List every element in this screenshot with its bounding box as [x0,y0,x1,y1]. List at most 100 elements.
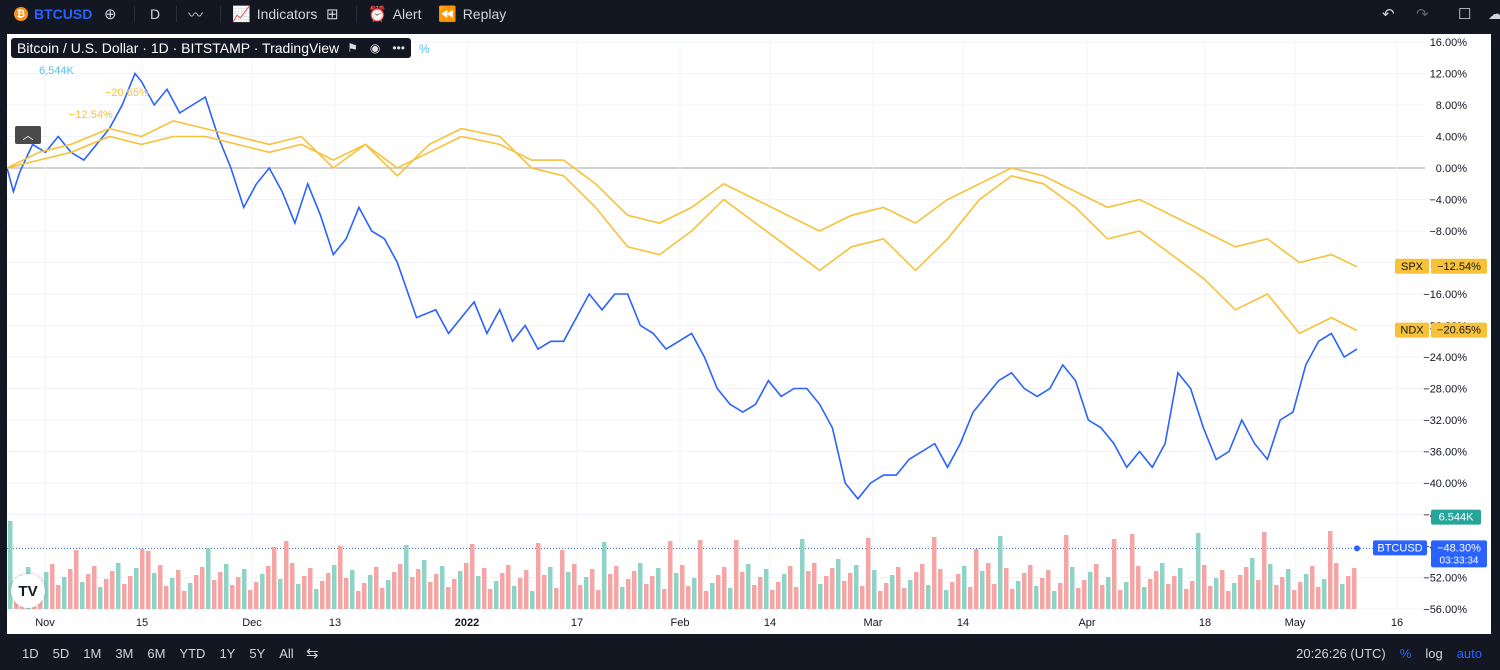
volume-bar [344,578,349,609]
templates-button[interactable]: ⊞ [326,0,339,28]
ndx-name-tag: NDX [1400,325,1424,337]
chart-legend[interactable]: Bitcoin / U.S. Dollar · 1D · BITSTAMP · … [11,38,411,58]
volume-bar [758,577,763,609]
volume-bar [674,573,679,609]
volume-bar [1130,534,1135,609]
chart-svg[interactable]: 6,544K −20.65% −12.54% 16.00% 12.00% 8.00% 4.… [7,34,1491,634]
volume-bar [698,540,703,609]
volume-bar [170,578,175,609]
cloud-button[interactable]: ☁ [1488,0,1500,28]
volume-bar [1226,591,1231,609]
volume-bar [926,585,931,609]
grid-icon: ⊞ [326,6,339,23]
interval-button[interactable]: D [150,0,160,28]
goto-date-button[interactable]: ⇆ [306,636,319,670]
volume-bar [386,580,391,609]
flag-icon[interactable]: ⚑ [347,41,358,55]
volume-bar [752,585,757,609]
y-tick-label: −32.00% [1423,415,1467,427]
eye-icon[interactable]: ◉ [369,41,381,55]
series-line-btcusd [7,71,1358,501]
volume-bar [1028,565,1033,609]
ndx-value-tag-bg [1431,322,1487,338]
volume-bar [596,590,601,609]
range-6m[interactable]: 6M [147,645,166,661]
volume-bar [1118,590,1123,609]
volume-bar [488,589,493,609]
tradingview-logo[interactable]: TV [11,574,45,608]
volume-bar [1124,582,1129,609]
symbol-search[interactable]: ₿ BTCUSD [14,0,92,28]
volume-bar [734,540,739,609]
volume-bar [1046,570,1051,609]
range-1y[interactable]: 1Y [219,645,236,661]
volume-bar [188,583,193,609]
volume-bar [590,569,595,609]
volume-bar [68,569,73,609]
volume-bar [1004,568,1009,609]
volume-bar [1154,571,1159,609]
calendar-goto-icon: ⇆ [306,645,319,662]
volume-bar [722,567,727,609]
range-1m[interactable]: 1M [83,645,102,661]
volume-tag-bg [1431,509,1481,525]
volume-bar [164,586,169,609]
indicators-button[interactable]: 📈 Indicators [232,0,317,28]
volume-bar [848,573,853,609]
range-5y[interactable]: 5Y [249,645,266,661]
alert-button[interactable]: ⏰ Alert [368,0,421,28]
volume-bar [716,575,721,609]
range-1d[interactable]: 1D [22,645,39,661]
volume-bar [614,566,619,609]
log-toggle[interactable]: log [1425,645,1443,661]
more-icon[interactable]: ••• [392,41,405,55]
bottom-right: 20:26:26 (UTC) % log auto [1296,636,1482,670]
volume-bar [1340,584,1345,609]
symbol-label[interactable]: BTCUSD [34,6,93,22]
compare-button[interactable]: ⊕ [104,0,117,28]
chart-type-button[interactable]: 〰 [188,0,203,28]
replay-button[interactable]: ⏪ Replay [438,0,506,28]
volume-bar [422,560,427,609]
collapse-legend-button[interactable]: ︿ [15,126,41,144]
volume-bar [692,578,697,609]
spx-value-tag: −12.54% [1437,261,1481,273]
undo-button[interactable]: ↶ [1382,0,1395,28]
volume-bar [398,564,403,609]
volume-bar [320,581,325,609]
volume-bar [74,550,79,609]
volume-bar [1136,566,1141,609]
volume-bar [1274,585,1279,609]
chart-area[interactable]: 6,544K −20.65% −12.54% 16.00% 12.00% 8.00% 4.… [7,34,1491,634]
range-5d[interactable]: 5D [52,645,70,661]
volume-bar [914,572,919,609]
volume-bar [1256,580,1261,609]
range-ytd[interactable]: YTD [179,645,206,661]
y-tick-label: −16.00% [1423,289,1467,301]
range-3m[interactable]: 3M [115,645,134,661]
fullscreen-button[interactable]: ☐ [1458,0,1471,28]
volume-bar [8,521,13,609]
x-tick-label: 16 [1391,617,1403,629]
bitcoin-icon: ₿ [14,7,28,21]
volume-bar [992,584,997,609]
volume-bar [1142,587,1147,609]
volume-bar [254,582,259,609]
range-all[interactable]: All [279,645,294,661]
auto-toggle[interactable]: auto [1456,645,1482,661]
y-tick-label: −40.00% [1423,478,1467,490]
volume-bar [626,579,631,609]
volume-bar [656,568,661,609]
x-tick-label: 14 [764,617,776,629]
redo-button[interactable]: ↷ [1416,0,1429,28]
volume-bar [1196,533,1201,609]
spx-value-tag-bg [1431,258,1487,274]
percent-toggle[interactable]: % [1399,645,1412,661]
volume-bar [1346,576,1351,609]
volume-bar [710,583,715,609]
volume-bar [56,585,61,609]
volume-bar [1304,574,1309,609]
clock[interactable]: 20:26:26 (UTC) [1296,645,1386,661]
undo-icon: ↶ [1382,6,1395,23]
volume-bar [152,573,157,609]
